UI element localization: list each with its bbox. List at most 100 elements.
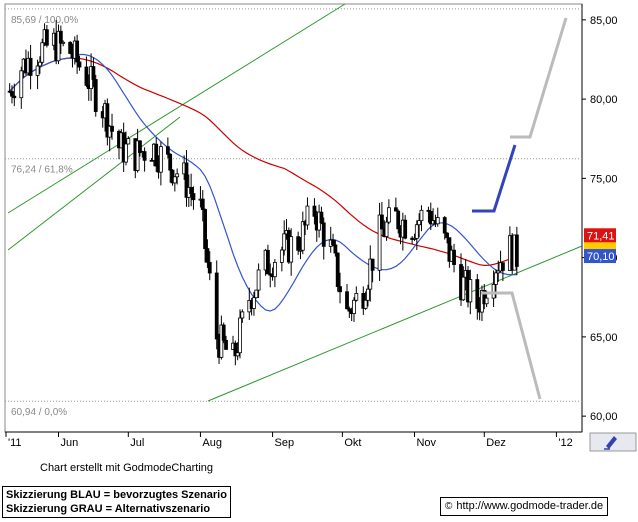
candle-body	[300, 221, 305, 251]
x-tick-label-6: Nov	[416, 437, 436, 449]
candle-body	[461, 276, 466, 301]
candle-body	[19, 70, 24, 99]
candle-body	[135, 140, 140, 171]
candle-body	[224, 339, 228, 350]
candle-body	[158, 146, 163, 173]
candle-body	[333, 244, 338, 254]
candle-body	[124, 143, 128, 163]
candle-body	[414, 224, 419, 239]
candle-body	[377, 214, 382, 271]
fib-label-1: 76,24 / 61,8%	[11, 165, 73, 176]
candle-body	[233, 342, 238, 357]
candle-body	[68, 41, 73, 54]
candle-body	[366, 288, 370, 301]
x-tick-label-1: Jun	[61, 437, 79, 449]
value-badge-0	[584, 228, 616, 243]
candle-body	[494, 272, 498, 285]
candle-body	[352, 299, 356, 314]
candle-body	[214, 272, 219, 340]
candle-body	[142, 151, 147, 161]
candle-body	[219, 324, 224, 358]
candle-body	[266, 249, 270, 275]
candle-body	[35, 65, 40, 76]
upper-trend-line	[7, 3, 346, 214]
candle-body	[154, 143, 159, 167]
candle-body	[254, 289, 259, 299]
candle-body	[235, 352, 240, 357]
legend-gray-scenario: Skizzierung GRAU = Alternativszenario	[6, 503, 211, 515]
candle-body	[138, 140, 142, 153]
source-url: http://www.godmode-trader.de	[456, 500, 604, 512]
candle-body	[428, 211, 433, 225]
candle-body	[514, 234, 519, 267]
value-badge-label-1: 70,10	[587, 251, 615, 263]
fib-label-0: 85,69 / 100,0%	[11, 15, 78, 26]
candle-body	[412, 237, 417, 240]
candle-body	[184, 162, 189, 198]
candle-body	[77, 61, 82, 68]
candle-body	[363, 299, 368, 309]
candle-body	[468, 279, 473, 303]
candle-body	[475, 279, 480, 309]
candle-body	[84, 66, 89, 86]
candle-body	[126, 138, 131, 145]
y-tick-label-1: 65,00	[590, 332, 618, 344]
candle-body	[200, 198, 205, 210]
candle-body	[203, 209, 207, 249]
y-tick-label-3: 75,00	[590, 173, 618, 185]
candle-body	[272, 261, 277, 278]
candle-body	[12, 95, 17, 99]
x-tick-label-4: Sep	[275, 437, 295, 449]
candle-body	[268, 273, 273, 276]
x-tick-label-7: Dez	[486, 437, 506, 449]
candle-body	[354, 293, 359, 301]
candle-body	[452, 249, 456, 265]
candle-body	[312, 205, 317, 217]
lower-trend-line	[207, 245, 583, 402]
ma-red-line	[9, 57, 518, 267]
candle-body	[370, 258, 375, 271]
candle-body	[61, 41, 66, 44]
candle-body	[331, 239, 335, 246]
candle-body	[240, 311, 245, 319]
candle-body	[221, 324, 226, 341]
candle-body	[393, 207, 398, 212]
candle-body	[75, 40, 80, 63]
ma-blue-line	[9, 53, 517, 312]
candle-body	[347, 308, 352, 312]
y-tick-label-0: 60,00	[590, 411, 618, 423]
candle-body	[321, 222, 326, 247]
copyright-icon: ©	[445, 501, 453, 512]
candle-body	[172, 176, 177, 184]
candle-body	[44, 29, 49, 46]
candle-body	[37, 61, 42, 67]
candle-body	[91, 66, 96, 80]
candle-body	[496, 270, 501, 274]
candle-body	[58, 30, 63, 44]
candle-body	[419, 209, 424, 222]
candle-body	[40, 42, 45, 63]
candle-body	[417, 220, 422, 226]
drawing-tool-icon[interactable]	[589, 432, 637, 452]
candle-body	[426, 209, 431, 212]
alternative-scenario-upper-path	[510, 17, 568, 139]
y-tick-label-4: 80,00	[590, 94, 618, 106]
candle-body	[296, 236, 301, 251]
current-price-marker	[584, 239, 616, 249]
candle-body	[396, 210, 401, 230]
candle-body	[380, 214, 384, 230]
candle-body	[482, 290, 487, 305]
source-link[interactable]: © http://www.godmode-trader.de	[440, 497, 609, 516]
candle-body	[238, 317, 242, 354]
candle-body	[28, 57, 33, 76]
candle-body	[282, 233, 287, 251]
y-tick-label-5: 85,00	[590, 15, 618, 27]
value-badge-label-0: 71,41	[587, 230, 615, 242]
fib-label-2: 60,94 / 0,0%	[11, 407, 67, 418]
legend-blue-scenario: Skizzierung BLAU = bevorzugtes Szenario	[6, 489, 227, 501]
candle-body	[252, 297, 256, 309]
candle-body	[93, 79, 98, 112]
x-tick-label-3: Aug	[202, 437, 222, 449]
value-badge-1	[584, 249, 616, 264]
